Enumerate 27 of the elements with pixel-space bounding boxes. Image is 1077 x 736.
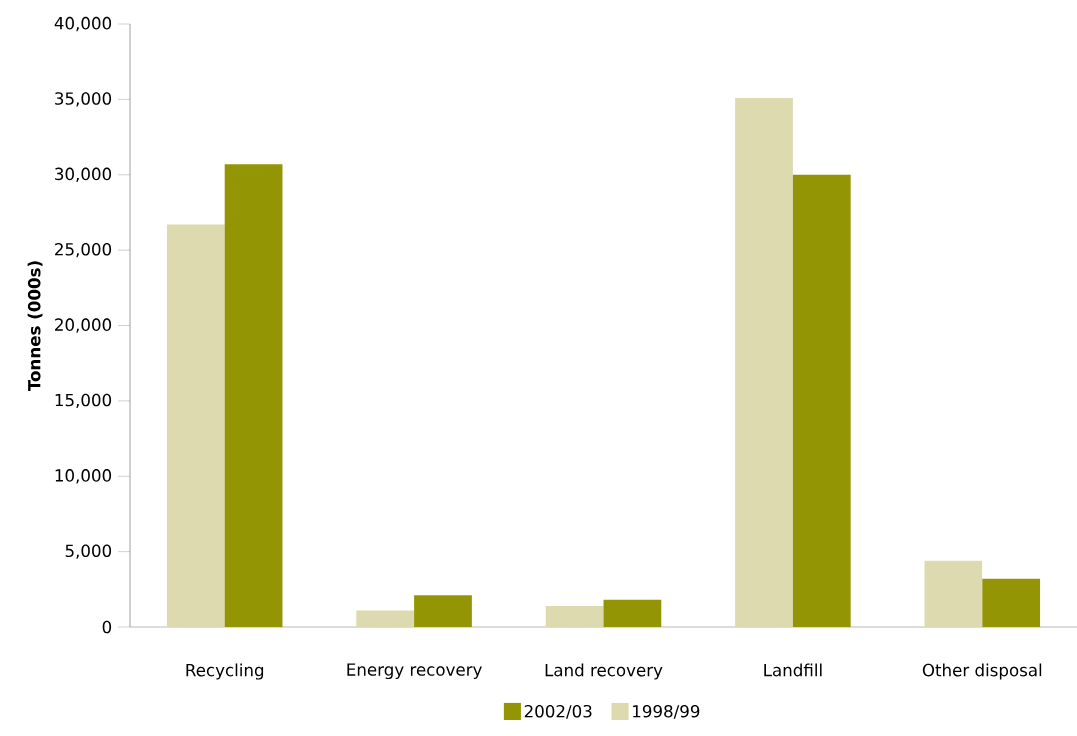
y-tick-label: 5,000 [65, 544, 112, 559]
legend-label: 1998/99 [633, 704, 700, 719]
y-tick-label: 15,000 [55, 393, 112, 409]
bar [545, 605, 604, 627]
x-tick-label: Land recovery [545, 663, 663, 680]
bar [224, 164, 283, 627]
y-tick-label: 0 [102, 620, 112, 634]
y-tick-label: 35,000 [55, 92, 112, 107]
x-tick-label: Landfill [764, 663, 822, 677]
y-tick-label: 25,000 [55, 242, 112, 258]
y-axis-title: Tonnes (000s) [27, 261, 43, 392]
bar [166, 224, 225, 627]
legend-label: 2002/03 [524, 704, 592, 719]
y-tick-label: 20,000 [55, 318, 112, 333]
bar [414, 595, 472, 627]
bar [792, 174, 851, 627]
y-tick-label: 40,000 [54, 16, 112, 32]
y-tick-label: 30,000 [55, 167, 112, 182]
bar [924, 560, 983, 627]
y-tick-label: 10,000 [55, 469, 112, 484]
x-tick-label: Other disposal [922, 663, 1042, 680]
bar [982, 578, 1041, 627]
x-tick-label: Recycling [186, 663, 264, 680]
bar [603, 599, 662, 627]
bar [735, 97, 793, 627]
bar [356, 610, 415, 627]
x-tick-label: Energy recovery [347, 663, 482, 680]
